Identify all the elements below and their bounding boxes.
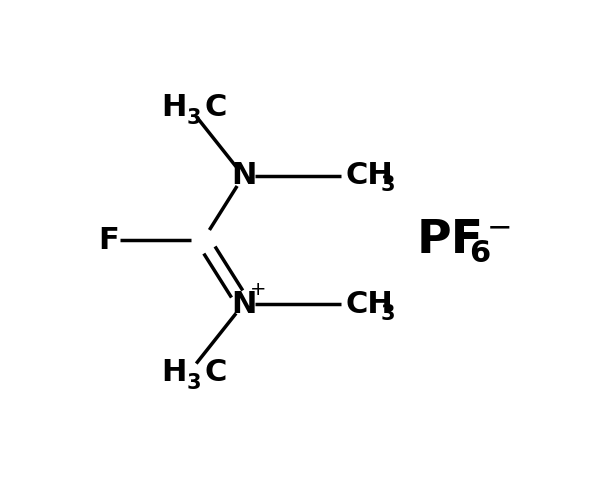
Text: 6: 6 xyxy=(469,239,490,268)
Text: PF: PF xyxy=(417,217,484,263)
Text: H: H xyxy=(161,359,187,387)
Text: CH: CH xyxy=(346,289,393,319)
Text: 3: 3 xyxy=(381,175,396,195)
Text: CH: CH xyxy=(346,161,393,191)
Text: −: − xyxy=(487,214,513,242)
Text: N: N xyxy=(231,289,256,319)
Text: C: C xyxy=(204,359,227,387)
Text: 3: 3 xyxy=(187,373,201,393)
Text: 3: 3 xyxy=(187,108,201,128)
Text: 3: 3 xyxy=(381,303,396,324)
Text: +: + xyxy=(249,280,266,300)
Text: H: H xyxy=(161,93,187,121)
Text: N: N xyxy=(231,161,256,191)
Text: F: F xyxy=(98,226,119,254)
Text: C: C xyxy=(204,93,227,121)
